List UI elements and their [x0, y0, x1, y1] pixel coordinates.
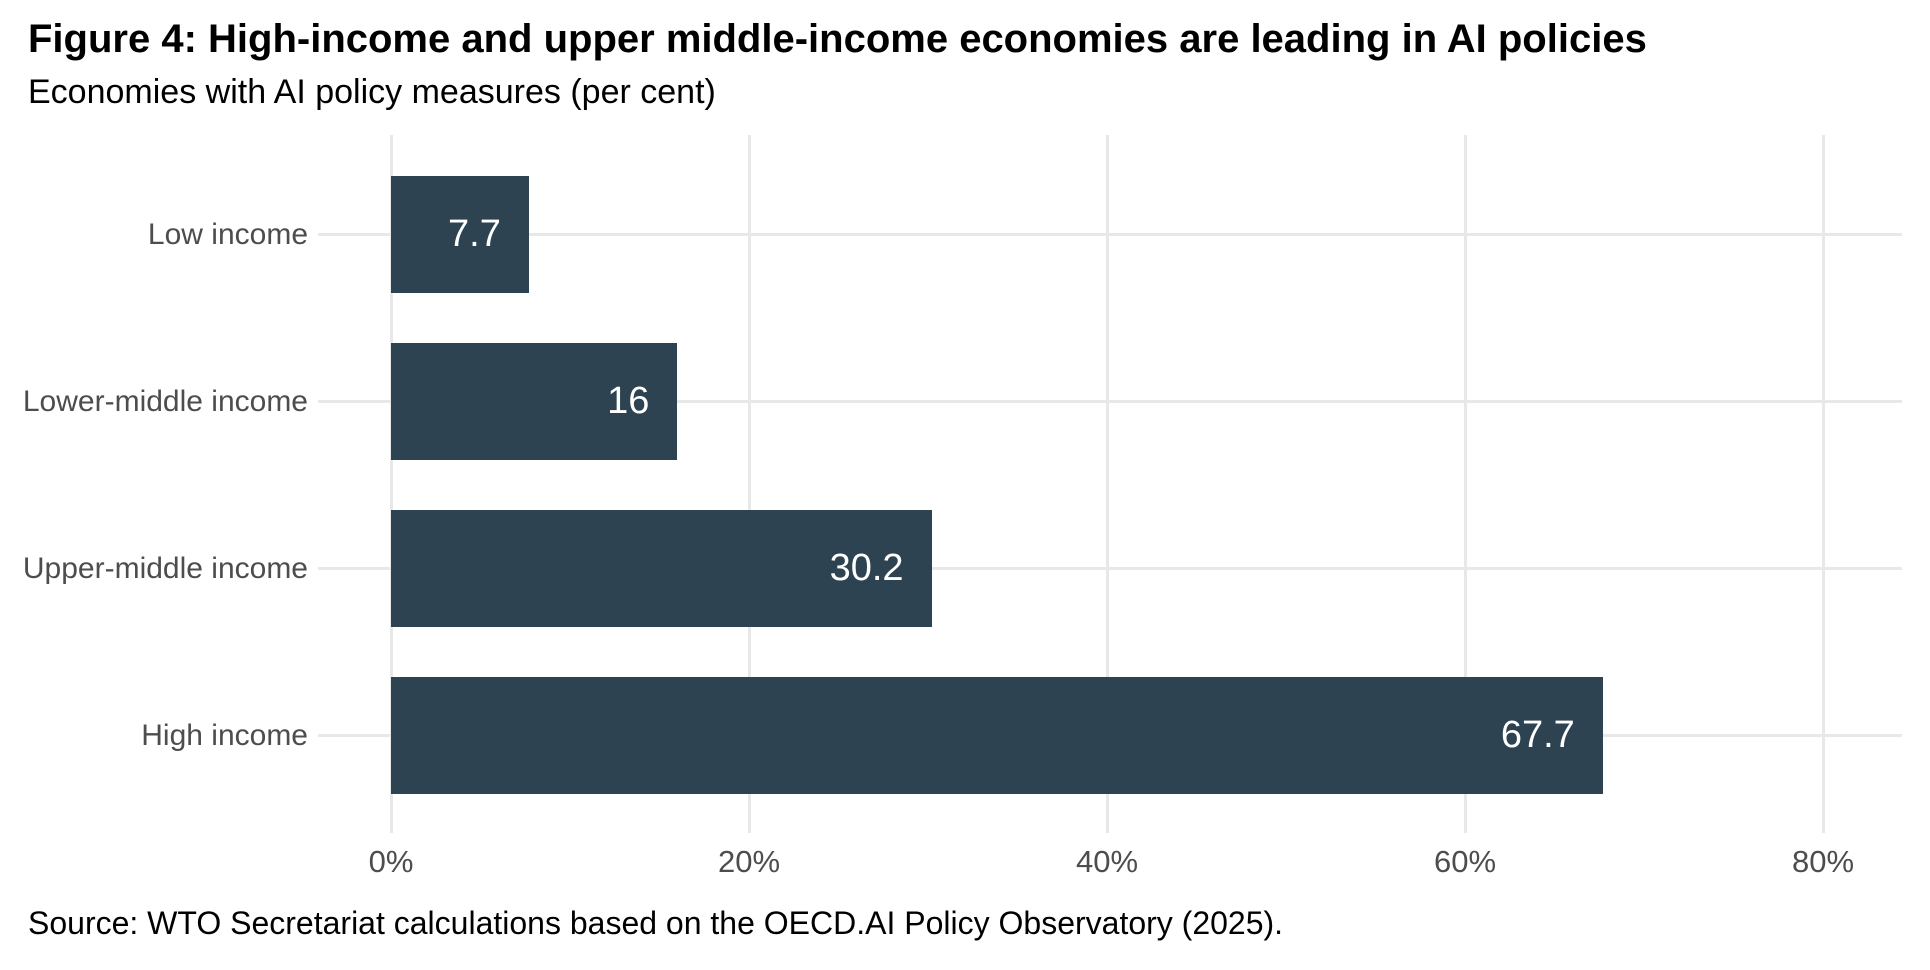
x-tick-label: 40% [1075, 844, 1139, 879]
figure-subtitle: Economies with AI policy measures (per c… [28, 73, 716, 111]
bar: 30.2 [391, 510, 932, 627]
x-axis-labels: 0% 20% 40% 60% 80% [318, 833, 1902, 893]
v-gridline [747, 135, 751, 833]
x-tick-label: 0% [368, 844, 414, 879]
v-gridline [389, 135, 393, 833]
plot-panel: 7.7 16 30.2 67.7 [318, 135, 1902, 833]
v-gridline [1821, 135, 1825, 833]
bar-value-label: 7.7 [448, 213, 501, 255]
category-label: Low income [147, 217, 308, 251]
v-gridline [1463, 135, 1467, 833]
source-note: Source: WTO Secretariat calculations bas… [28, 905, 1284, 941]
v-gridline [1105, 135, 1109, 833]
bar: 16 [391, 343, 678, 460]
bar-value-label: 67.7 [1500, 714, 1575, 756]
figure-title: Figure 4: High-income and upper middle-i… [28, 17, 1647, 61]
bar-value-label: 16 [607, 380, 650, 422]
x-tick-label: 80% [1791, 844, 1855, 879]
category-label: High income [141, 718, 308, 752]
bar-value-label: 30.2 [829, 547, 904, 589]
bar: 7.7 [391, 176, 529, 293]
h-gridline [318, 400, 1902, 403]
category-label: Upper-middle income [22, 551, 308, 585]
h-gridline [318, 567, 1902, 570]
x-tick-label: 20% [717, 844, 781, 879]
bar: 67.7 [391, 677, 1603, 794]
h-gridline [318, 233, 1902, 236]
category-label: Lower-middle income [22, 384, 308, 418]
y-axis-labels: Low income Lower-middle income Upper-middl… [0, 135, 308, 833]
x-tick-label: 60% [1433, 844, 1497, 879]
